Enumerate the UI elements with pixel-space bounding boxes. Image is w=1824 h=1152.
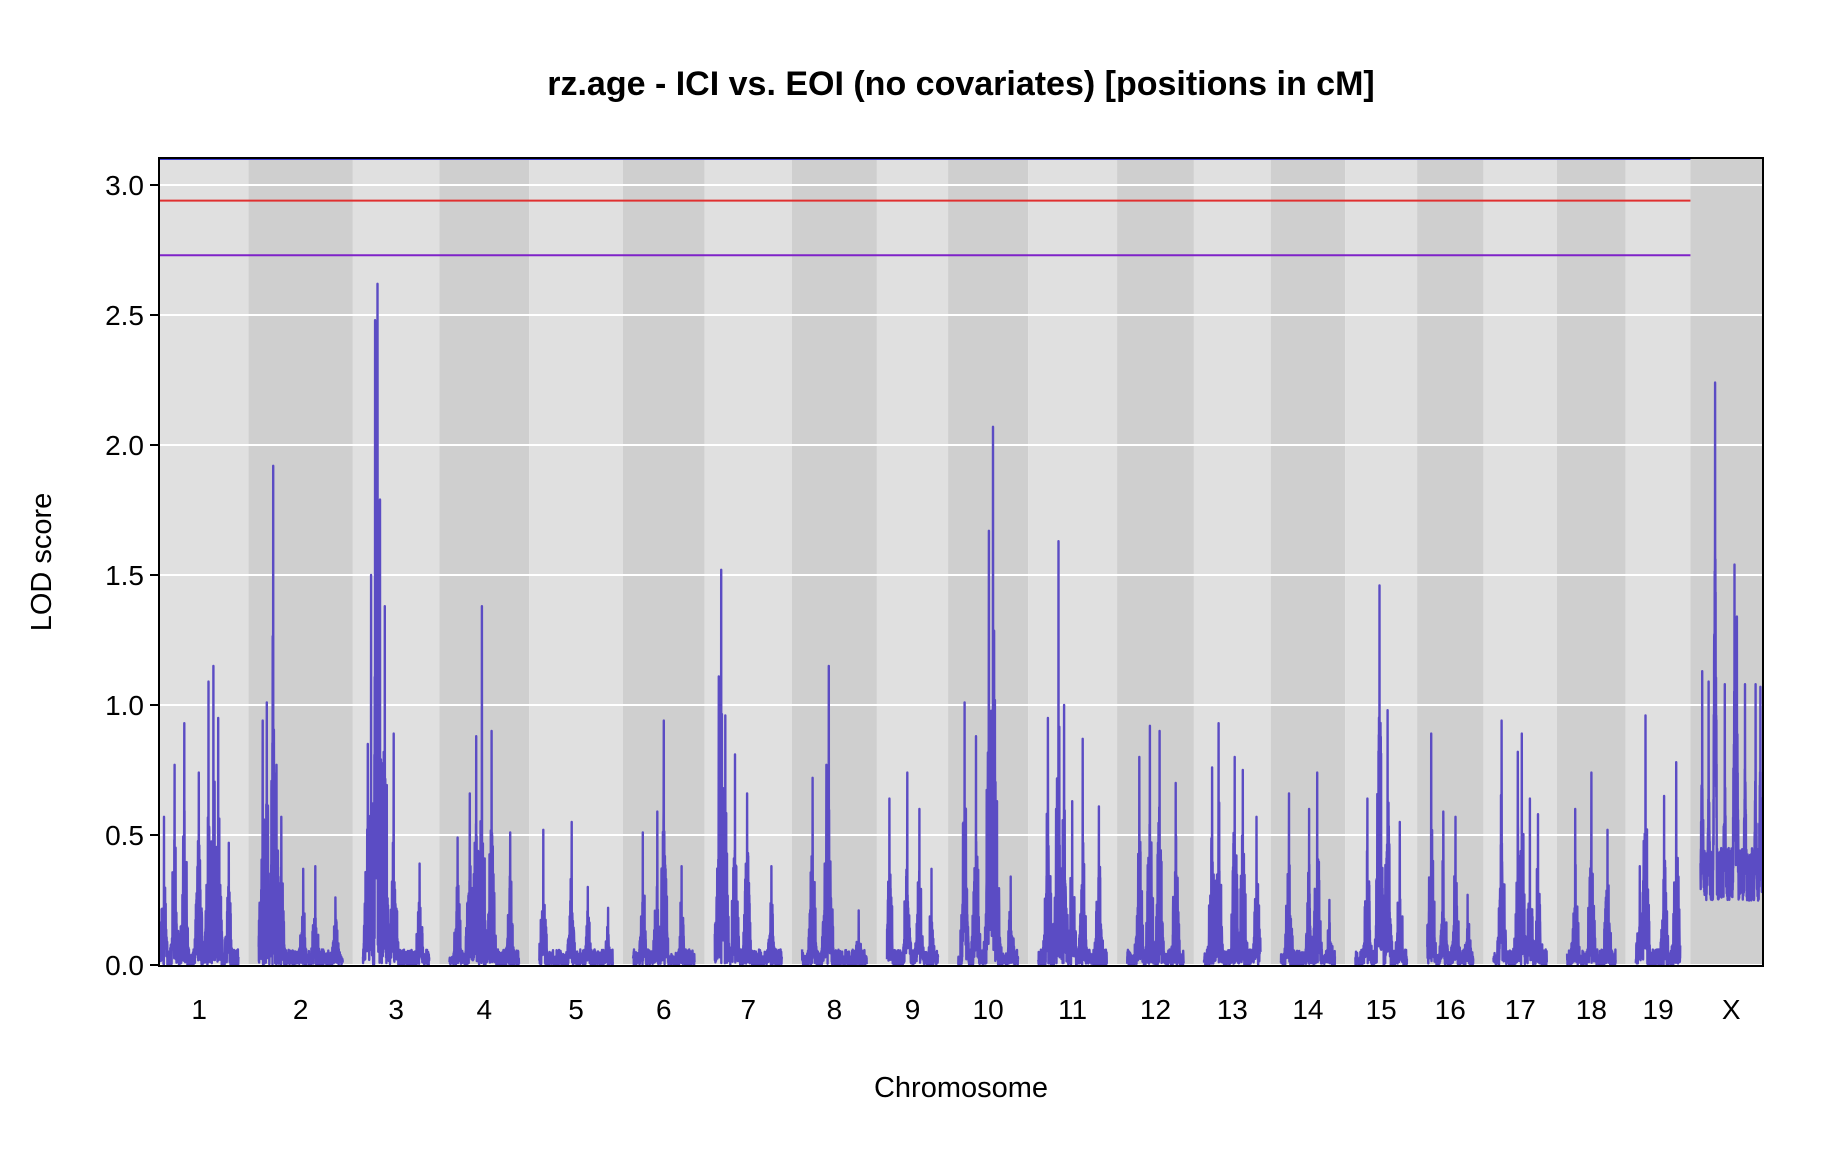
x-tick-label: 11	[1058, 994, 1087, 1025]
band-chr-17	[1483, 159, 1557, 965]
x-tick-label: 5	[568, 994, 584, 1025]
band-chr-16	[1417, 159, 1484, 965]
lod-curve-chr-3	[361, 282, 431, 967]
x-tick-label: 9	[905, 994, 921, 1025]
lod-curve-chr-4	[448, 605, 521, 967]
x-axis-label: Chromosome	[874, 1072, 1048, 1104]
x-tick-label: 19	[1643, 994, 1674, 1025]
chromosome-bands	[160, 159, 1762, 965]
band-chr-4	[439, 159, 530, 965]
lod-curve-chr-15	[1354, 584, 1409, 967]
lod-curve-chr-2	[257, 464, 344, 967]
x-tick-label: 16	[1435, 994, 1466, 1025]
lod-curve-chr-10	[957, 425, 1020, 967]
y-tick-label: 0.0	[105, 950, 144, 981]
lod-curve-chr-5	[538, 820, 614, 967]
chart-title: rz.age - ICI vs. EOI (no covariates) [po…	[547, 65, 1375, 103]
lod-curve-chr-11	[1037, 540, 1108, 967]
lod-curve-chr-X	[1699, 381, 1764, 902]
x-tick-label: 4	[476, 994, 492, 1025]
y-tick-label: 1.0	[105, 690, 144, 721]
band-chr-19	[1625, 159, 1691, 965]
lod-curve-chr-9	[885, 771, 940, 967]
y-tick-label: 2.0	[105, 430, 144, 461]
x-tick-label: 13	[1217, 994, 1248, 1025]
band-chr-3	[352, 159, 440, 965]
x-tick-label: 3	[388, 994, 404, 1025]
x-tick-label: 10	[973, 994, 1004, 1025]
lod-curve-chr-14	[1279, 771, 1337, 967]
lod-curve-chr-18	[1565, 771, 1617, 967]
y-axis-label: LOD score	[26, 493, 58, 632]
lod-curves	[158, 282, 1764, 967]
x-tick-label: 8	[827, 994, 843, 1025]
x-tick-label: 17	[1505, 994, 1536, 1025]
y-tick-label: 3.0	[105, 170, 144, 201]
band-chr-5	[529, 159, 623, 965]
lod-curve-chr-1	[158, 664, 240, 967]
x-axis: 1 2 3 4 5 6 7 8 9 10 11 12 13 14 15 16 17 18 19 X	[191, 994, 1740, 1025]
lod-curve-chr-6	[631, 719, 696, 967]
lod-curve-chr-17	[1492, 719, 1548, 966]
lod-curve-chr-12	[1126, 724, 1185, 967]
x-tick-label: X	[1722, 994, 1741, 1025]
x-tick-label: 18	[1576, 994, 1607, 1025]
band-chr-13	[1193, 159, 1271, 965]
band-chr-8	[791, 159, 877, 965]
x-tick-label: 6	[656, 994, 672, 1025]
x-tick-label: 15	[1366, 994, 1397, 1025]
x-tick-label: 2	[293, 994, 309, 1025]
lod-curve-chr-13	[1202, 722, 1262, 967]
x-tick-label: 12	[1140, 994, 1171, 1025]
lod-curve-chr-19	[1634, 714, 1682, 967]
lod-curve-chr-7	[713, 568, 783, 967]
x-tick-label: 7	[741, 994, 757, 1025]
y-tick-label: 0.5	[105, 820, 144, 851]
plot-frame	[158, 157, 1764, 967]
x-tick-label: 1	[191, 994, 207, 1025]
lod-curve-chr-8	[800, 664, 868, 967]
y-axis: 0.0 0.5 1.0 1.5 2.0 2.5 3.0	[105, 170, 160, 981]
y-tick-label: 2.5	[105, 300, 144, 331]
band-chr-12	[1117, 159, 1194, 965]
x-tick-label: 14	[1292, 994, 1323, 1025]
y-tick-label: 1.5	[105, 560, 144, 591]
band-chr-9	[876, 159, 949, 965]
lod-curve-chr-16	[1426, 732, 1475, 967]
